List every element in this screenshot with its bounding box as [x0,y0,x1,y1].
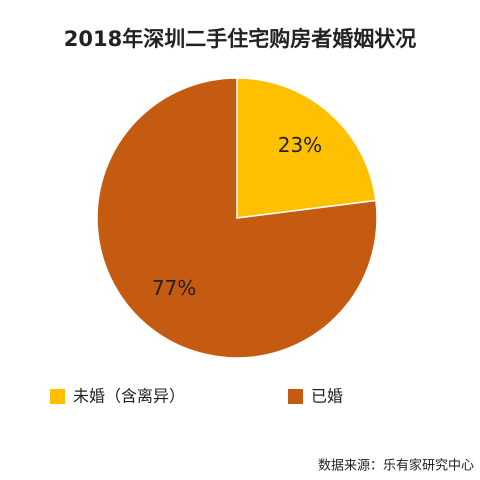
pie-slice [96,77,378,359]
chart-title: 2018年深圳二手住宅购房者婚姻状况 [64,27,416,51]
pie-slice [236,77,377,219]
legend-label: 未婚（含离异） [73,387,185,406]
legend-swatch [288,389,303,404]
slice-label: 77% [152,276,196,300]
slice-label: 23% [278,133,322,157]
source-note: 数据来源：乐有家研究中心 [318,458,474,474]
legend-swatch [50,389,65,404]
legend-label: 已婚 [311,387,343,406]
